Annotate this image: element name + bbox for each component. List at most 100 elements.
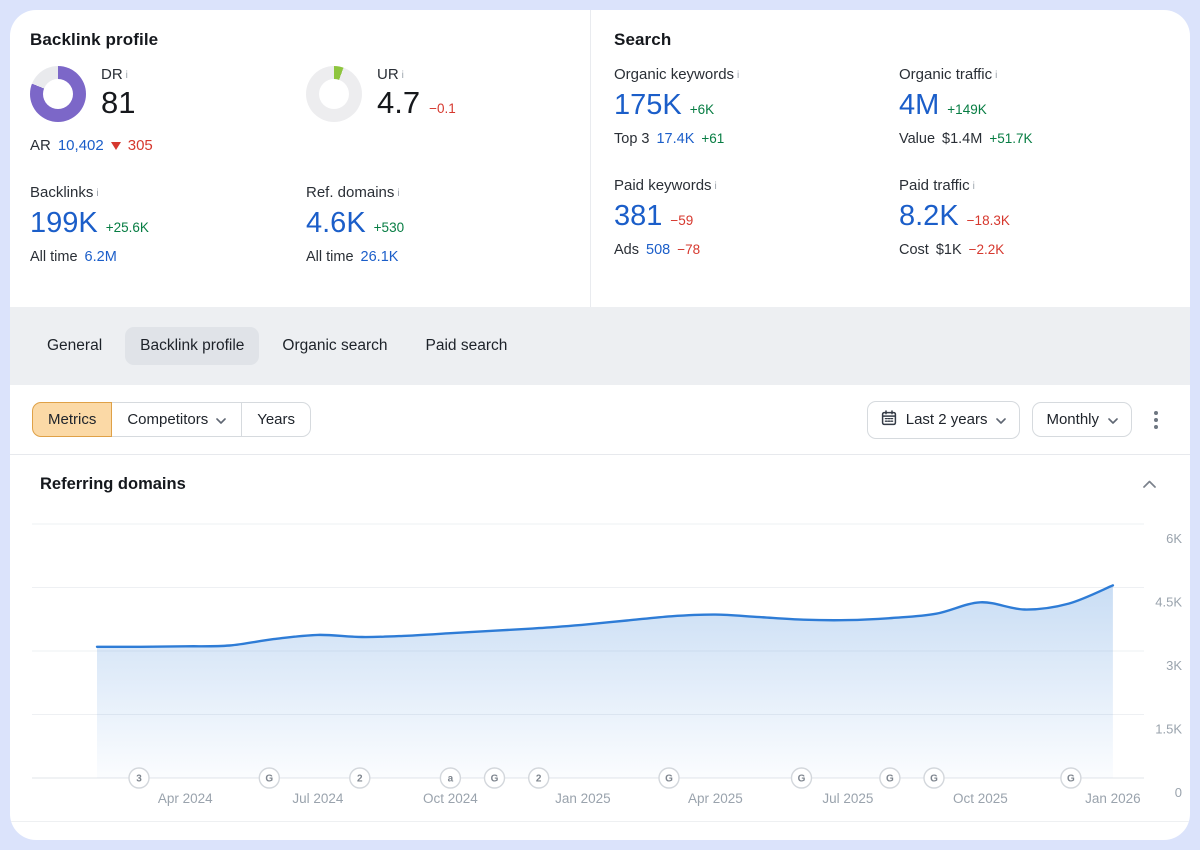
dr-value: 81: [101, 85, 136, 120]
granularity-label: Monthly: [1046, 411, 1099, 428]
collapse-section-button[interactable]: [1139, 471, 1160, 497]
svg-text:G: G: [930, 774, 938, 785]
backlinks-metric: Backlinks 199K +25.6K All time 6.2M: [30, 184, 306, 265]
svg-text:0: 0: [1175, 785, 1182, 800]
paid-traffic-delta: −18.3K: [966, 213, 1010, 228]
ref-domains-sub-label: All time: [306, 249, 354, 265]
ur-delta: −0.1: [429, 101, 456, 116]
svg-text:Oct 2025: Oct 2025: [953, 791, 1008, 806]
paid-keywords-delta: −59: [670, 213, 694, 228]
date-range-button[interactable]: Last 2 years: [866, 400, 1021, 439]
tab-backlink-profile[interactable]: Backlink profile: [125, 327, 260, 365]
ur-label: UR: [377, 66, 399, 83]
svg-text:2: 2: [357, 774, 363, 785]
ref-domains-value[interactable]: 4.6K: [306, 207, 366, 239]
organic-keywords-label: Organic keywords: [614, 66, 735, 83]
organic-traffic-delta: +149K: [947, 102, 987, 117]
top3-value-link[interactable]: 17.4K: [656, 131, 695, 147]
backlinks-alltime-link[interactable]: 6.2M: [84, 249, 117, 265]
ar-row: AR 10,402 305: [30, 137, 306, 154]
ref-domains-alltime-link[interactable]: 26.1K: [360, 249, 399, 265]
ref-domains-delta: +530: [373, 220, 405, 235]
svg-text:G: G: [798, 774, 806, 785]
value-delta: +51.7K: [989, 131, 1033, 146]
svg-text:2: 2: [536, 774, 542, 785]
backlink-profile-section: Backlink profile DR 81 AR 1: [10, 10, 591, 307]
svg-text:G: G: [265, 774, 273, 785]
ar-delta: 305: [127, 137, 153, 154]
chevron-up-icon: [1143, 475, 1156, 493]
ads-label: Ads: [614, 242, 639, 258]
tab-paid-search[interactable]: Paid search: [425, 337, 508, 354]
years-segment-button[interactable]: Years: [241, 402, 312, 437]
cost-delta: −2.2K: [968, 242, 1005, 257]
backlinks-sub-label: All time: [30, 249, 78, 265]
ref-domains-label: Ref. domains: [306, 184, 395, 201]
tab-organic-search[interactable]: Organic search: [282, 337, 388, 354]
more-options-button[interactable]: [1144, 405, 1168, 435]
svg-text:Oct 2024: Oct 2024: [423, 791, 478, 806]
referring-domains-chart[interactable]: 6K 4.5K 3K 1.5K 0 3 G 2 a G 2 G G G G G Apr 2024 Jul 2024…: [32, 520, 1182, 827]
tab-general[interactable]: General: [47, 337, 103, 354]
svg-text:1.5K: 1.5K: [1155, 722, 1182, 737]
ur-value: 4.7: [377, 85, 421, 120]
view-mode-segment: Metrics Competitors Years: [32, 402, 312, 437]
referring-domains-title: Referring domains: [40, 474, 186, 493]
svg-text:Apr 2025: Apr 2025: [688, 791, 743, 806]
ar-label: AR: [30, 137, 51, 154]
svg-text:Jan 2026: Jan 2026: [1085, 791, 1141, 806]
competitors-segment-button[interactable]: Competitors: [111, 402, 243, 437]
svg-text:G: G: [886, 774, 894, 785]
dr-donut: [30, 66, 86, 122]
search-title: Search: [614, 30, 672, 49]
dashboard-card: Backlink profile DR 81 AR 1: [10, 10, 1190, 840]
value-label: Value: [899, 131, 936, 147]
date-range-label: Last 2 years: [905, 411, 988, 428]
paid-keywords-value[interactable]: 381: [614, 200, 663, 232]
chevron-down-icon: [216, 411, 227, 428]
svg-text:3: 3: [136, 774, 142, 785]
svg-text:Apr 2024: Apr 2024: [158, 791, 213, 806]
svg-text:G: G: [665, 774, 673, 785]
overview-stats: Backlink profile DR 81 AR 1: [10, 10, 1190, 307]
ur-metric: UR 4.7 −0.1: [306, 66, 570, 154]
organic-traffic-value[interactable]: 4M: [899, 89, 940, 121]
svg-text:G: G: [1067, 774, 1075, 785]
paid-keywords-metric: Paid keywords 381 −59 Ads 508 −78: [614, 177, 899, 258]
svg-text:Jul 2024: Jul 2024: [292, 791, 344, 806]
svg-text:3K: 3K: [1166, 658, 1182, 673]
svg-text:a: a: [448, 774, 454, 785]
svg-text:6K: 6K: [1166, 531, 1182, 546]
top3-label: Top 3: [614, 131, 650, 147]
chevron-down-icon: [996, 411, 1007, 428]
paid-keywords-label: Paid keywords: [614, 177, 712, 194]
granularity-button[interactable]: Monthly: [1032, 402, 1132, 437]
organic-keywords-value[interactable]: 175K: [614, 89, 682, 121]
svg-text:G: G: [491, 774, 499, 785]
value-amount: $1.4M: [942, 131, 983, 147]
calendar-icon: [881, 409, 897, 430]
organic-keywords-metric: Organic keywords 175K +6K Top 3 17.4K +6…: [614, 66, 899, 147]
metrics-segment-button[interactable]: Metrics: [32, 402, 113, 437]
ar-value-link[interactable]: 10,402: [57, 137, 104, 154]
report-tabs: General Backlink profile Organic search …: [10, 307, 1190, 385]
chart-controls: Metrics Competitors Years: [10, 385, 1190, 455]
svg-text:4.5K: 4.5K: [1155, 595, 1182, 610]
ads-value-link[interactable]: 508: [646, 242, 671, 258]
organic-traffic-label: Organic traffic: [899, 66, 993, 83]
backlink-profile-title: Backlink profile: [30, 30, 159, 49]
svg-text:Jul 2025: Jul 2025: [822, 791, 873, 806]
ref-domains-metric: Ref. domains 4.6K +530 All time 26.1K: [306, 184, 570, 265]
dr-label: DR: [101, 66, 123, 83]
backlinks-value[interactable]: 199K: [30, 207, 98, 239]
referring-domains-section: Referring domains 6K 4.5K 3K 1.5K 0 3 G 2 a G 2 G G G…: [10, 455, 1190, 822]
dr-metric: DR 81 AR 10,402 305: [30, 66, 306, 154]
paid-traffic-value[interactable]: 8.2K: [899, 200, 959, 232]
search-section: Search Organic keywords 175K +6K Top 3 1…: [591, 10, 1190, 307]
paid-traffic-label: Paid traffic: [899, 177, 970, 194]
organic-keywords-delta: +6K: [689, 102, 715, 117]
backlinks-delta: +25.6K: [105, 220, 149, 235]
svg-text:Jan 2025: Jan 2025: [555, 791, 611, 806]
paid-traffic-metric: Paid traffic 8.2K −18.3K Cost $1K −2.2K: [899, 177, 1170, 258]
cost-label: Cost: [899, 242, 929, 258]
